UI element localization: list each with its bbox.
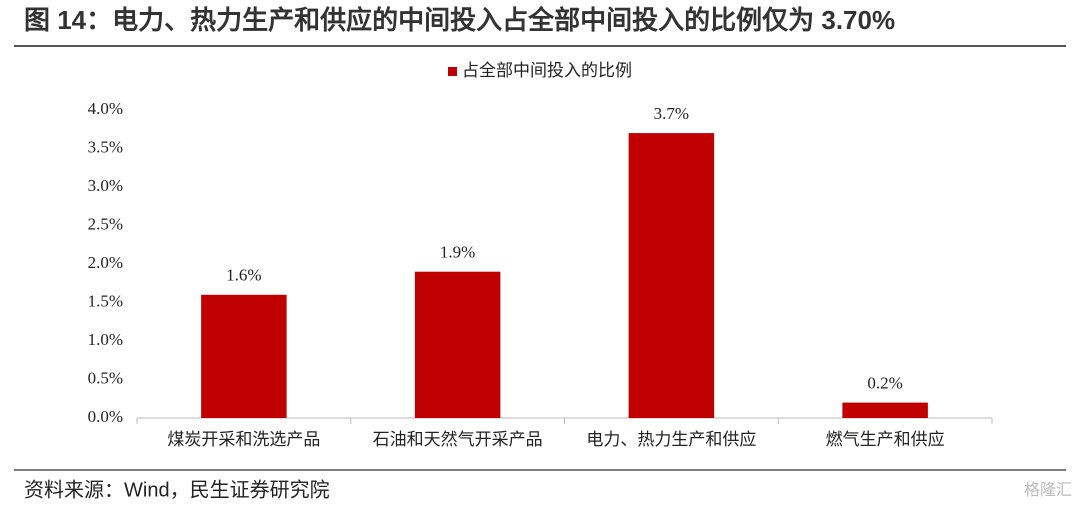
y-tick-label: 2.0%: [88, 253, 123, 272]
y-tick-label: 3.5%: [88, 137, 123, 156]
y-tick-label: 1.0%: [88, 330, 123, 349]
value-label: 1.9%: [440, 243, 475, 262]
legend-swatch: [448, 67, 457, 76]
watermark: 格隆汇: [1024, 481, 1072, 499]
bar: [414, 271, 501, 418]
x-tick-label: 电力、热力生产和供应: [586, 430, 756, 449]
x-tick-label: 煤炭开采和洗选产品: [167, 430, 320, 449]
legend-label: 占全部中间投入的比例: [462, 61, 632, 80]
value-label: 0.2%: [867, 374, 902, 393]
source-note: 资料来源：Wind，民生证券研究院: [24, 478, 330, 501]
value-label: 1.6%: [226, 266, 261, 285]
y-tick-label: 3.0%: [88, 176, 123, 195]
x-tick-label: 燃气生产和供应: [826, 430, 945, 449]
bar: [628, 133, 715, 418]
chart-title: 图 14：电力、热力生产和供应的中间投入占全部中间投入的比例仅为 3.70%: [24, 5, 895, 35]
y-tick-label: 1.5%: [88, 291, 123, 310]
y-tick-label: 0.0%: [88, 407, 123, 426]
y-tick-label: 0.5%: [88, 368, 123, 387]
value-label: 3.7%: [654, 104, 689, 123]
y-tick-label: 2.5%: [88, 214, 123, 233]
x-tick-label: 石油和天然气开采产品: [373, 430, 543, 449]
bar: [201, 294, 287, 418]
y-tick-label: 4.0%: [88, 99, 123, 118]
bar: [842, 402, 928, 418]
